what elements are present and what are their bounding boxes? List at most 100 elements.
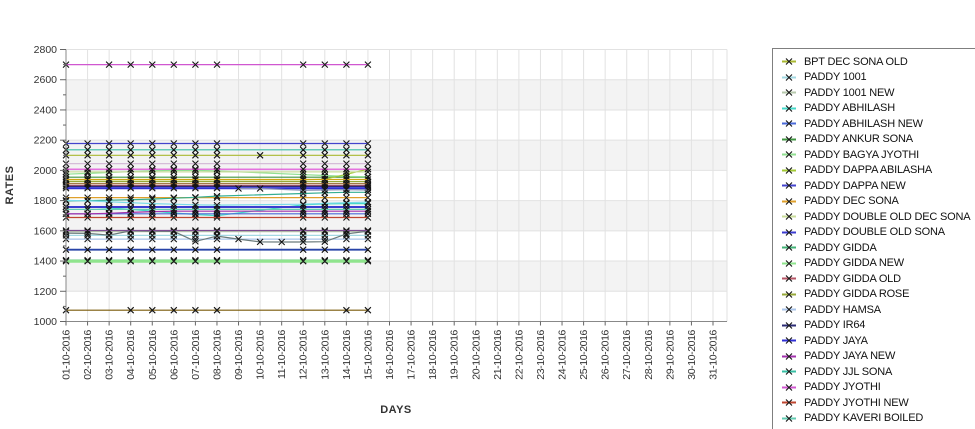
x-tick-label: 22-10-2016 (513, 329, 525, 379)
x-tick-label: 12-10-2016 (298, 329, 310, 379)
legend-item-label: PADDY JJL SONA (804, 365, 893, 378)
x-tick-label: 27-10-2016 (621, 329, 633, 379)
series-marker-icon (782, 89, 796, 97)
legend-item: PADDY DAPPA ABILASHA (773, 163, 975, 179)
legend-item: PADDY DOUBLE OLD SONA (773, 225, 975, 241)
series-paddy-jyothi-new (62, 214, 372, 221)
x-tick-label: 30-10-2016 (686, 329, 698, 379)
series-line (65, 199, 368, 206)
legend-item-label: PADDY ABHILASH NEW (804, 117, 923, 130)
x-tick-label: 18-10-2016 (427, 329, 439, 379)
series-paddy-double-old-dec-sona (62, 168, 372, 176)
x-tick-label: 09-10-2016 (233, 329, 245, 379)
x-tick-label: 11-10-2016 (276, 329, 288, 378)
legend-item-label: PADDY GIDDA NEW (804, 257, 904, 270)
series-paddy-gidda-old (62, 182, 372, 189)
series-paddy-hamsa (62, 235, 372, 243)
legend-item: PADDY DOUBLE OLD DEC SONA (773, 209, 975, 225)
legend-item: PADDY ABHILASH (773, 101, 975, 117)
legend-item-label: PADDY DAPPA ABILASHA (804, 164, 933, 177)
series-marker-icon (782, 399, 796, 407)
y-tick-label: 1000 (34, 316, 58, 328)
legend-item: PADDY DEC SONA (773, 194, 975, 210)
series-paddy-gidda-rose (62, 178, 372, 185)
x-tick-label: 24-10-2016 (557, 329, 569, 379)
legend-item-label: PADDY DAPPA NEW (804, 179, 906, 192)
series-marker-icon (782, 197, 796, 205)
plot-band (66, 109, 727, 141)
legend-item: PADDY JAYA NEW (773, 349, 975, 365)
legend-item: PADDY GIDDA OLD (773, 271, 975, 287)
series-unlabeled (235, 185, 372, 194)
y-axis-title: RATES (4, 166, 16, 205)
legend-item: PADDY KAVERI BOILED (773, 411, 975, 427)
legend-item-label: PADDY GIDDA ROSE (804, 288, 910, 301)
series-marker-icon (782, 104, 796, 112)
legend-item: BPT DEC SONA OLD (773, 54, 975, 70)
series-marker-icon (782, 151, 796, 159)
legend-item-label: PADDY KAVERI BOILED (804, 412, 924, 425)
x-tick-label: 15-10-2016 (362, 329, 374, 379)
legend-item: PADDY JYOTHI NEW (773, 395, 975, 411)
series-marker-icon (782, 244, 796, 252)
y-tick-label: 2000 (34, 165, 58, 177)
legend-item: PADDY GIDDA NEW (773, 256, 975, 272)
series-marker-icon (782, 321, 796, 329)
legend-item: PADDY JYOTHI (773, 380, 975, 396)
x-tick-label: 01-10-2016 (61, 329, 73, 379)
legend-item-label: PADDY JAYA (804, 334, 868, 347)
plot-band (66, 79, 727, 110)
series-line (238, 187, 368, 191)
legend-item-label: PADDY ANKUR SONA (804, 133, 913, 146)
x-tick-label: 02-10-2016 (82, 329, 94, 379)
legend-item-label: BPT DEC SONA OLD (804, 55, 908, 68)
plot-band (66, 261, 727, 292)
x-tick-label: 21-10-2016 (492, 329, 504, 379)
y-tick-label: 2400 (34, 104, 58, 116)
y-tick-label: 2200 (34, 135, 58, 147)
x-tick-label: 23-10-2016 (535, 329, 547, 379)
legend-item: PADDY JAYA (773, 333, 975, 349)
legend-item: PADDY HAMSA (773, 302, 975, 318)
chart-legend: BPT DEC SONA OLD PADDY 1001 PADDY 1001 NEW… (772, 48, 975, 429)
series-marker-icon (782, 259, 796, 267)
series-line (65, 191, 368, 202)
y-tick-label: 2600 (34, 74, 58, 86)
x-tick-label: 10-10-2016 (255, 329, 267, 379)
legend-item-label: PADDY HAMSA (804, 303, 881, 316)
series-marker-icon (782, 306, 796, 314)
legend-item: PADDY ANKUR SONA (773, 132, 975, 148)
series-unlabeled (62, 227, 372, 234)
series-marker-icon (782, 368, 796, 376)
legend-item-label: PADDY 1001 (804, 71, 867, 84)
y-tick-label: 1200 (34, 286, 58, 298)
series-marker-icon (782, 135, 796, 143)
series-marker-icon (782, 352, 796, 360)
series-line (65, 169, 368, 178)
x-tick-label: 07-10-2016 (190, 329, 202, 379)
legend-item: PADDY GIDDA ROSE (773, 287, 975, 303)
series-line (66, 210, 368, 215)
series-unlabeled (62, 246, 372, 254)
legend-item-label: PADDY ABHILASH (804, 102, 895, 115)
x-tick-label: 26-10-2016 (600, 329, 612, 379)
legend-item-label: PADDY DEC SONA (804, 195, 899, 208)
x-tick-label: 13-10-2016 (319, 329, 331, 379)
legend-item-label: PADDY 1001 NEW (804, 86, 895, 99)
legend-item-label: PADDY JYOTHI NEW (804, 396, 909, 409)
y-tick-label: 2800 (34, 44, 58, 56)
legend-item-label: PADDY IR64 (804, 319, 866, 332)
x-tick-label: 14-10-2016 (341, 329, 353, 379)
x-tick-label: 28-10-2016 (643, 329, 655, 379)
series-marker-icon (782, 290, 796, 298)
legend-item: PADDY IR64 (773, 318, 975, 334)
legend-item: PADDY ABHILASH NEW (773, 116, 975, 132)
series-marker-icon (782, 414, 796, 422)
legend-item-label: PADDY DOUBLE OLD SONA (804, 226, 945, 239)
x-tick-label: 25-10-2016 (578, 329, 590, 379)
legend-item-label: PADDY DOUBLE OLD DEC SONA (804, 210, 971, 223)
series-marker-icon (782, 182, 796, 190)
plot-band (66, 291, 727, 322)
